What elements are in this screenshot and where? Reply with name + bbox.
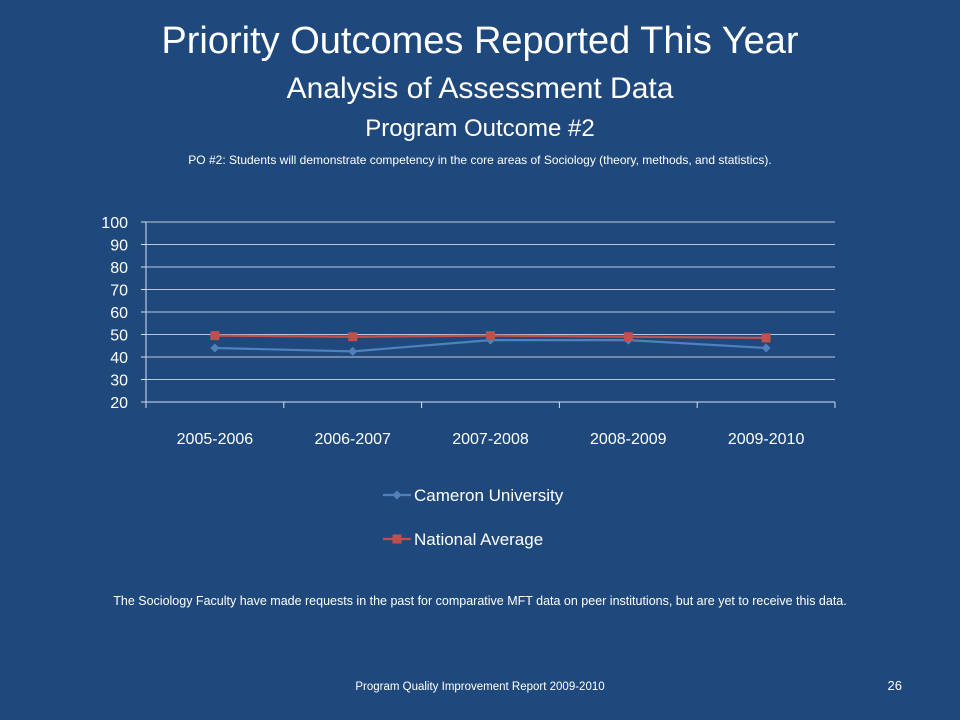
data-point-national-average xyxy=(210,331,220,341)
slide-subtitle: Analysis of Assessment Data xyxy=(286,72,674,105)
y-tick-label: 50 xyxy=(110,328,128,345)
legend-marker xyxy=(392,490,402,500)
page-number: 26 xyxy=(887,678,902,693)
legend-label: Cameron University xyxy=(414,486,564,505)
data-point-national-average xyxy=(486,331,495,341)
data-point-cameron-university xyxy=(210,343,220,353)
x-tick-label: 2005-2006 xyxy=(177,431,254,448)
x-tick-label: 2007-2008 xyxy=(452,431,529,448)
slide-title: Priority Outcomes Reported This Year xyxy=(161,20,799,62)
data-point-cameron-university xyxy=(761,343,771,353)
y-tick-label: 20 xyxy=(110,395,128,412)
y-tick-label: 60 xyxy=(110,305,128,322)
data-point-national-average xyxy=(761,333,771,343)
po-statement: PO #2: Students will demonstrate compete… xyxy=(188,153,772,167)
y-tick-label: 100 xyxy=(101,215,128,232)
x-tick-label: 2006-2007 xyxy=(314,431,391,448)
footer-text: Program Quality Improvement Report 2009-… xyxy=(355,681,605,693)
data-point-cameron-university xyxy=(348,346,358,356)
data-point-national-average xyxy=(623,332,633,342)
y-tick-label: 30 xyxy=(110,373,128,390)
y-tick-label: 70 xyxy=(110,283,128,300)
x-tick-label: 2008-2009 xyxy=(590,431,667,448)
data-point-national-average xyxy=(348,332,358,342)
line-chart: 20 30 40 50 60 70 80 90 100 2005-2006 2006-2007 200… xyxy=(101,215,836,549)
y-tick-label: 80 xyxy=(110,260,128,277)
outcome-heading: Program Outcome #2 xyxy=(365,115,595,142)
x-tick-label: 2009-2010 xyxy=(728,431,805,448)
y-tick-label: 90 xyxy=(110,238,128,255)
legend-marker xyxy=(392,534,402,544)
legend-label: National Average xyxy=(414,530,543,549)
faculty-note: The Sociology Faculty have made requests… xyxy=(113,594,847,608)
y-tick-label: 40 xyxy=(110,350,128,367)
